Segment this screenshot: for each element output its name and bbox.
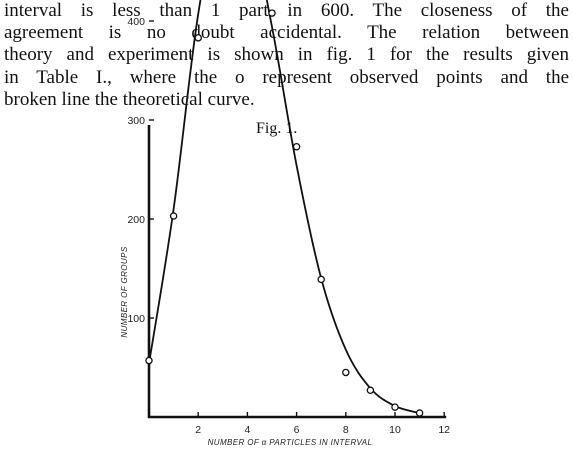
x-tick-label: 12	[438, 424, 450, 436]
chart-axes	[147, 20, 447, 419]
paragraph-line-3: theory and experiment is shown in fig. 1…	[4, 44, 569, 66]
y-tick-label: 300	[127, 115, 145, 127]
x-tick-label: 4	[244, 424, 250, 436]
observed-points-layer	[145, 9, 424, 417]
y-tick-label: 400	[127, 16, 145, 28]
paragraph-line-1: interval is less than 1 part in 600. The…	[4, 0, 569, 21]
figure-caption: Fig. 1.	[256, 120, 298, 137]
x-tick-label: 6	[294, 424, 300, 436]
observed-point	[415, 409, 424, 417]
x-tick-label: 2	[195, 424, 201, 436]
observed-point	[391, 403, 399, 411]
x-tick-label: 10	[389, 424, 401, 436]
x-axis-label: NUMBER OF α PARTICLES IN INTERVAL	[208, 438, 373, 447]
y-tick-label: 200	[127, 214, 145, 226]
observed-point	[194, 34, 202, 42]
observed-point	[342, 368, 350, 377]
theoretical-curve-layer	[148, 0, 420, 414]
paragraph-line-2: agreement is no doubt accidental. The re…	[4, 22, 569, 44]
observed-point	[292, 142, 301, 151]
y-axis-label: NUMBER OF GROUPS	[120, 246, 129, 337]
paragraph-line-4: in Table I., where the o represent obser…	[4, 66, 569, 88]
observed-point	[366, 386, 375, 395]
tick-labels-layer: 10020030040050024681012	[127, 16, 450, 436]
observed-point	[169, 212, 178, 220]
body-paragraph: interval is less than 1 part in 600. The…	[4, 0, 569, 111]
paragraph-line-5: broken line the theoretical curve.	[4, 88, 255, 110]
x-tick-label: 8	[343, 424, 349, 436]
observed-point	[268, 9, 276, 17]
theoretical-curve	[148, 0, 420, 414]
y-tick-label: 100	[127, 313, 145, 325]
observed-point	[317, 275, 325, 284]
observed-point	[145, 356, 153, 365]
